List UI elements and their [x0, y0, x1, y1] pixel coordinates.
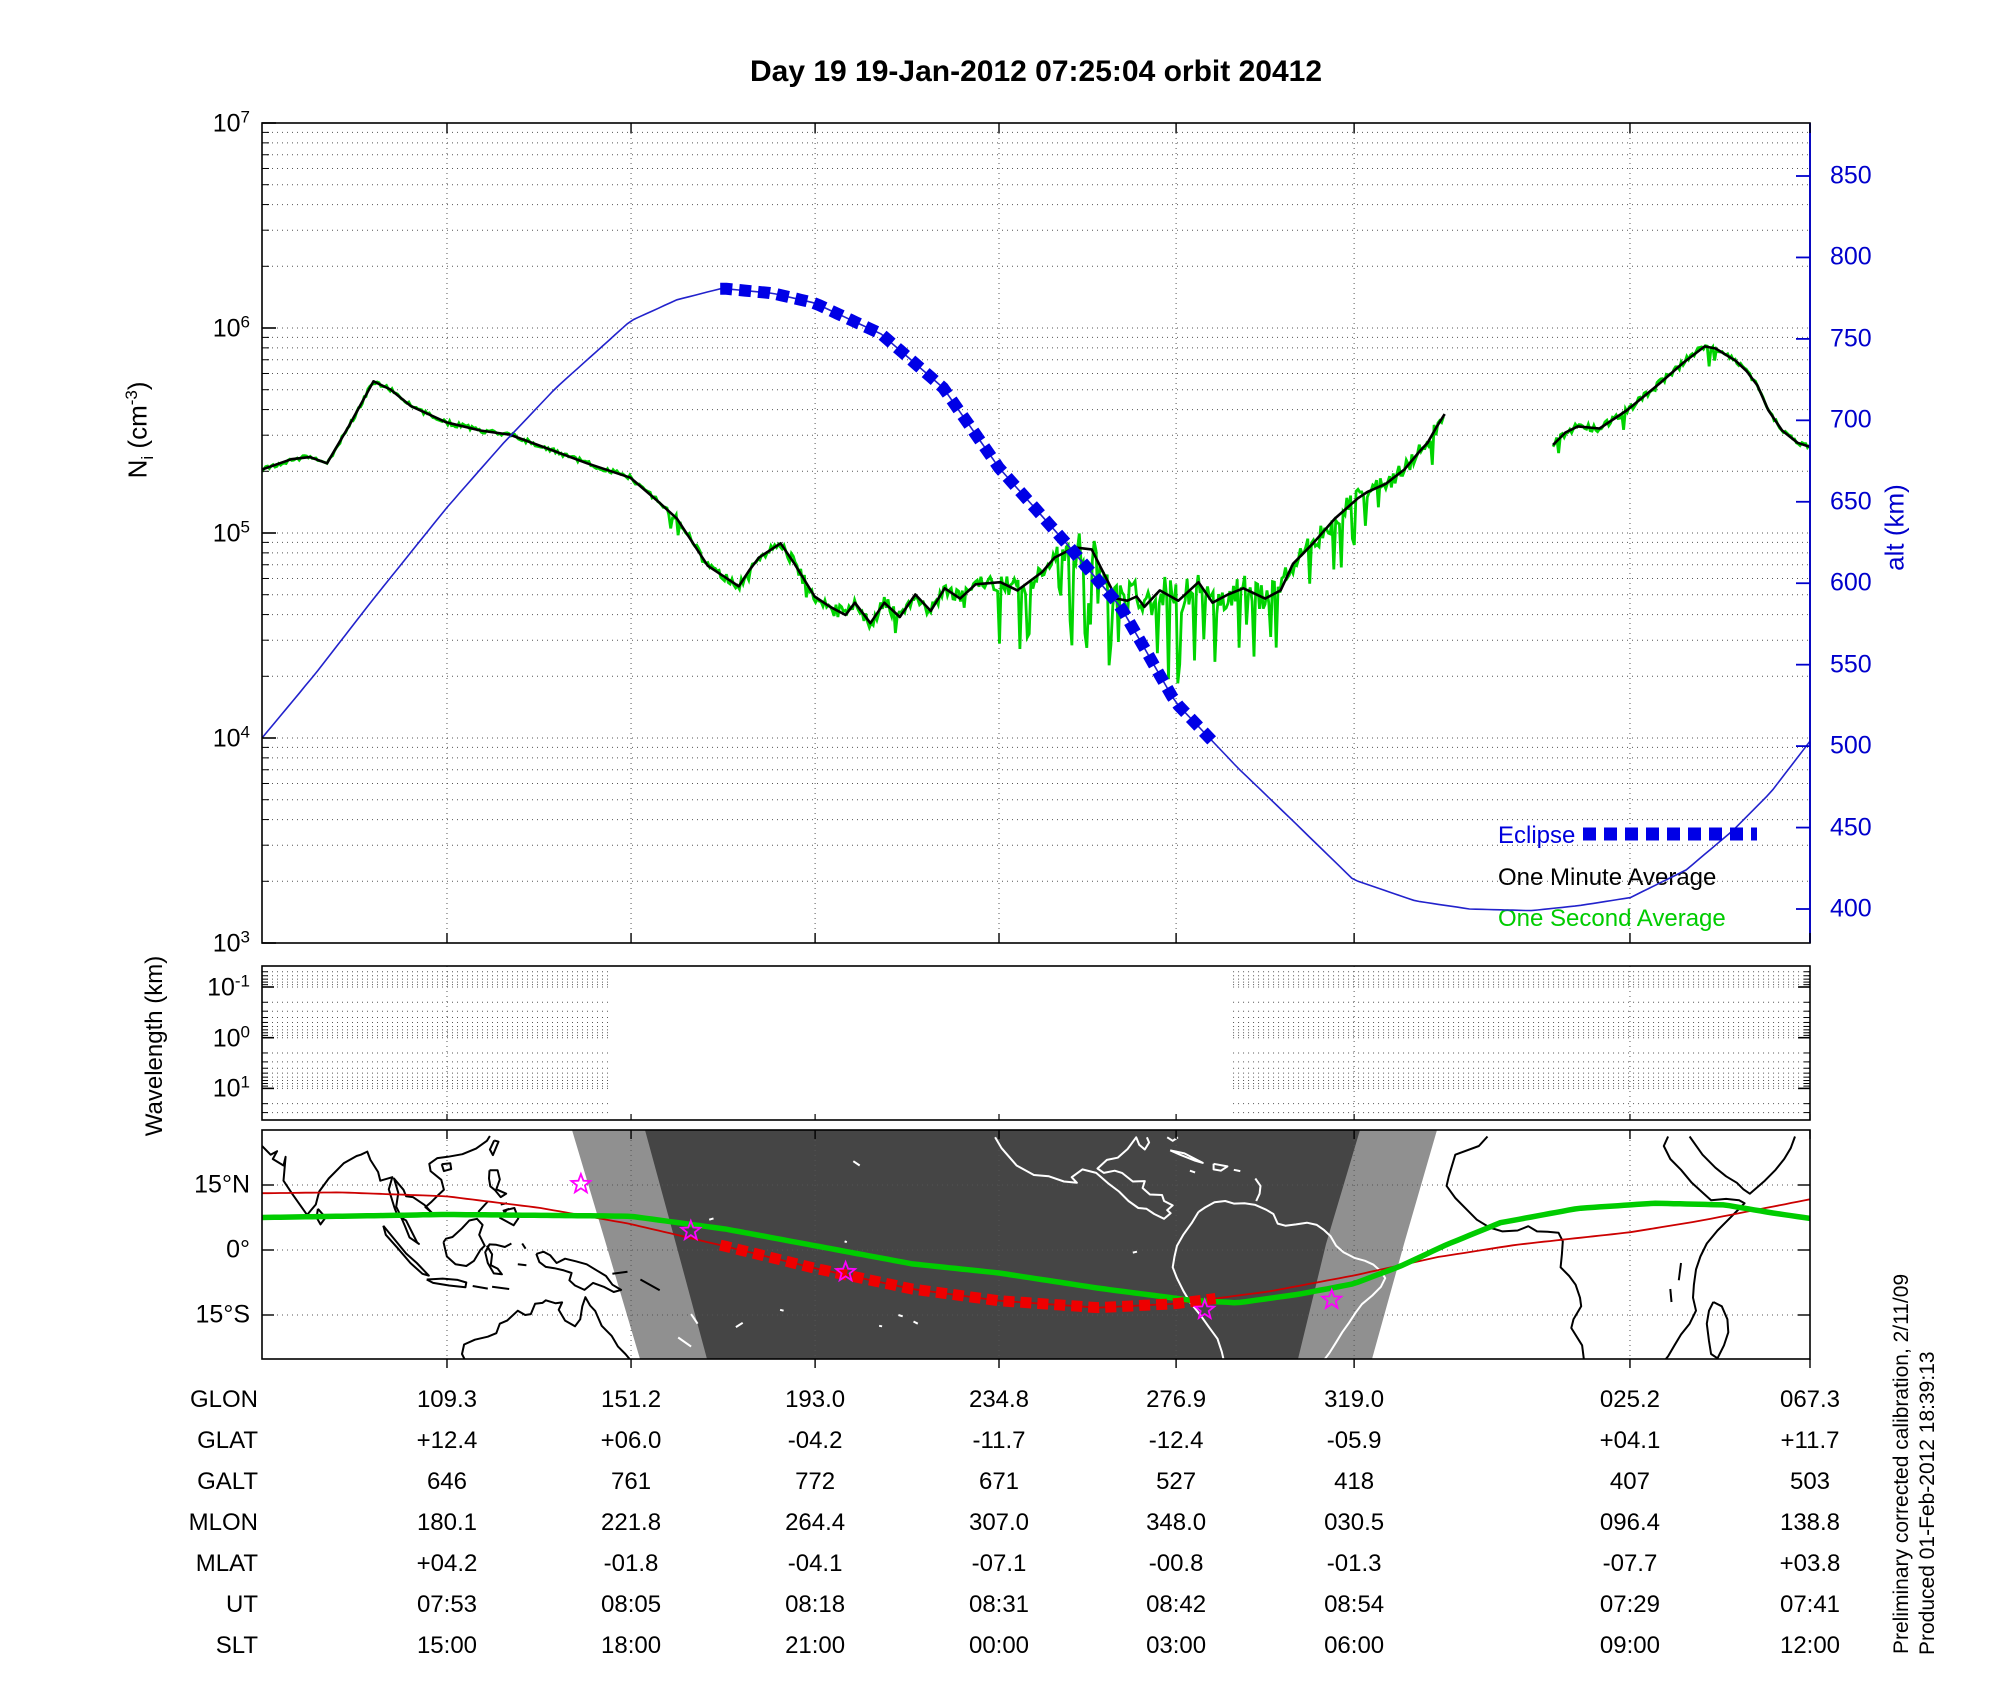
table-cell: -12.4 — [1148, 1427, 1204, 1454]
table-cell: 09:00 — [1599, 1632, 1660, 1659]
table-cell: 00:00 — [968, 1632, 1030, 1659]
alt-axis-tick-label: 500 — [1830, 731, 1872, 760]
table-cell: 234.8 — [968, 1386, 1030, 1413]
table-cell: 109.3 — [416, 1386, 478, 1413]
table-cell: +03.8 — [1779, 1550, 1841, 1577]
table-row-label-glon: GLON — [189, 1386, 258, 1413]
table-cell: 025.2 — [1599, 1386, 1660, 1413]
table-cell: 06:00 — [1324, 1632, 1385, 1659]
table-cell: 08:05 — [601, 1591, 662, 1618]
table-cell: 08:54 — [1324, 1591, 1385, 1618]
table-cell: 067.3 — [1779, 1386, 1841, 1413]
star-marker — [568, 1171, 593, 1195]
table-cell: 07:41 — [1779, 1591, 1841, 1618]
table-row-label-galt: GALT — [197, 1468, 258, 1495]
star-marker — [1192, 1297, 1217, 1320]
table-cell: 527 — [1156, 1468, 1197, 1495]
table-cell: 276.9 — [1146, 1386, 1207, 1413]
table-cell: +12.4 — [416, 1427, 478, 1454]
y-axis-tick-label: 107 — [212, 107, 250, 138]
table-row-label-mlat: MLAT — [195, 1550, 258, 1577]
table-cell: 18:00 — [601, 1632, 662, 1659]
table-cell: 21:00 — [785, 1632, 846, 1659]
alt-axis-tick-label: 800 — [1830, 242, 1872, 271]
table-cell: -01.3 — [1326, 1550, 1382, 1577]
table-cell: -04.2 — [787, 1427, 843, 1454]
table-cell: +04.2 — [416, 1550, 478, 1577]
map-lat-tick-label: 15°N — [194, 1170, 250, 1199]
table-cell: 07:53 — [416, 1591, 478, 1618]
table-cell: 12:00 — [1779, 1632, 1841, 1659]
table-cell: 264.4 — [785, 1509, 846, 1536]
alt-axis-tick-label: 850 — [1830, 161, 1872, 190]
legend-label-eclipse: Eclipse — [1498, 822, 1576, 849]
table-cell: -11.7 — [972, 1427, 1026, 1454]
table-cell: 671 — [978, 1468, 1020, 1495]
table-cell: -07.7 — [1602, 1550, 1658, 1577]
table-cell: 07:29 — [1599, 1591, 1660, 1618]
star-marker — [1319, 1287, 1344, 1310]
alt-axis-tick-label: 450 — [1830, 813, 1872, 842]
alt-axis-tick-label: 550 — [1830, 650, 1872, 679]
table-cell: 151.2 — [601, 1386, 662, 1413]
table-cell: +11.7 — [1780, 1427, 1840, 1454]
table-cell: 646 — [426, 1468, 468, 1495]
table-cell: 03:00 — [1146, 1632, 1207, 1659]
table-cell: 08:42 — [1146, 1591, 1207, 1618]
table-cell: 221.8 — [601, 1509, 662, 1536]
table-cell: 348.0 — [1146, 1509, 1207, 1536]
y-axis-tick-label: 103 — [212, 927, 250, 958]
alt-axis-tick-label: 600 — [1830, 568, 1872, 597]
y-axis-tick-label: 105 — [212, 517, 250, 548]
table-cell: 180.1 — [416, 1509, 478, 1536]
table-cell: -04.1 — [787, 1550, 843, 1577]
table-cell: 08:18 — [785, 1591, 846, 1618]
spectrogram-tick-label: 10-1 — [207, 971, 250, 1002]
table-cell: 407 — [1609, 1468, 1650, 1495]
table-cell: 15:00 — [416, 1632, 478, 1659]
table-row-label-slt: SLT — [215, 1632, 258, 1659]
alt-axis-tick-label: 650 — [1830, 487, 1872, 516]
table-cell: 772 — [795, 1468, 836, 1495]
spectrogram-tick-label: 101 — [212, 1072, 250, 1104]
alt-axis-tick-label: 750 — [1830, 324, 1872, 353]
table-cell: -07.1 — [971, 1550, 1027, 1577]
star-marker — [833, 1259, 858, 1283]
table-cell: 503 — [1789, 1468, 1831, 1495]
spectrogram-tick-label: 100 — [212, 1022, 250, 1053]
alt-axis-tick-label: 400 — [1830, 894, 1872, 923]
table-cell: 307.0 — [968, 1509, 1030, 1536]
table-cell: 096.4 — [1599, 1509, 1660, 1536]
table-cell: 138.8 — [1779, 1509, 1841, 1536]
y-axis-tick-label: 104 — [212, 722, 250, 753]
alt-axis-tick-label: 700 — [1830, 405, 1872, 434]
table-cell: 761 — [611, 1468, 652, 1495]
table-cell: 08:31 — [968, 1591, 1030, 1618]
table-cell: 030.5 — [1324, 1509, 1385, 1536]
table-cell: 319.0 — [1324, 1386, 1385, 1413]
table-cell: +04.1 — [1599, 1427, 1661, 1454]
star-marker — [678, 1218, 703, 1242]
table-cell: -05.9 — [1326, 1427, 1382, 1454]
table-cell: +06.0 — [600, 1427, 662, 1454]
legend-label-one-minute-average: One Minute Average — [1498, 864, 1717, 891]
map-lat-tick-label: 15°S — [195, 1300, 250, 1329]
table-cell: -01.8 — [603, 1550, 659, 1577]
table-row-label-glat: GLAT — [197, 1427, 258, 1454]
table-cell: 418 — [1334, 1468, 1375, 1495]
y-axis-tick-label: 106 — [212, 312, 250, 343]
table-cell: 193.0 — [785, 1386, 846, 1413]
table-row-label-ut: UT — [226, 1591, 258, 1618]
table-cell: -00.8 — [1148, 1550, 1204, 1577]
map-lat-tick-label: 0° — [226, 1235, 250, 1264]
table-row-label-mlon: MLON — [188, 1509, 258, 1536]
plot-title: Day 19 19-Jan-2012 07:25:04 orbit 20412 — [749, 55, 1323, 88]
